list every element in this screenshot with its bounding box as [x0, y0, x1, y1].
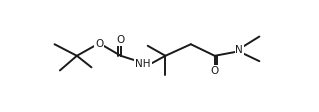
Text: O: O	[117, 35, 125, 45]
Text: N: N	[235, 45, 243, 55]
Text: O: O	[95, 39, 103, 49]
Text: O: O	[211, 66, 219, 76]
Text: NH: NH	[135, 59, 151, 69]
